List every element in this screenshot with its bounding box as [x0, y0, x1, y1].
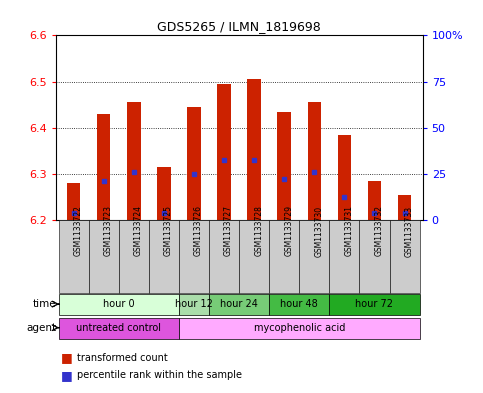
- Text: hour 24: hour 24: [220, 299, 258, 309]
- Bar: [157, 167, 170, 220]
- Text: GSM1133724: GSM1133724: [134, 206, 143, 257]
- Text: ■: ■: [60, 351, 72, 364]
- Text: mycophenolic acid: mycophenolic acid: [254, 323, 345, 333]
- Text: untreated control: untreated control: [76, 323, 161, 333]
- FancyBboxPatch shape: [389, 220, 420, 293]
- Bar: [338, 135, 351, 220]
- Text: GSM1133726: GSM1133726: [194, 206, 203, 257]
- Bar: [187, 107, 201, 220]
- Text: transformed count: transformed count: [77, 353, 168, 363]
- FancyBboxPatch shape: [89, 220, 119, 293]
- FancyBboxPatch shape: [58, 220, 89, 293]
- Text: hour 0: hour 0: [103, 299, 135, 309]
- Bar: [97, 114, 111, 220]
- FancyBboxPatch shape: [329, 220, 359, 293]
- Text: time: time: [32, 299, 56, 309]
- Bar: [217, 84, 231, 220]
- FancyBboxPatch shape: [359, 220, 389, 293]
- Bar: [368, 181, 381, 220]
- Text: hour 12: hour 12: [175, 299, 213, 309]
- Text: hour 72: hour 72: [355, 299, 394, 309]
- FancyBboxPatch shape: [269, 294, 329, 315]
- FancyBboxPatch shape: [209, 220, 239, 293]
- Title: GDS5265 / ILMN_1819698: GDS5265 / ILMN_1819698: [157, 20, 321, 33]
- FancyBboxPatch shape: [149, 220, 179, 293]
- Text: ■: ■: [60, 369, 72, 382]
- FancyBboxPatch shape: [329, 294, 420, 315]
- Text: GSM1133727: GSM1133727: [224, 206, 233, 257]
- FancyBboxPatch shape: [299, 220, 329, 293]
- Text: agent: agent: [26, 323, 56, 333]
- Bar: [247, 79, 261, 220]
- FancyBboxPatch shape: [58, 318, 179, 339]
- FancyBboxPatch shape: [239, 220, 269, 293]
- FancyBboxPatch shape: [119, 220, 149, 293]
- Text: GSM1133730: GSM1133730: [314, 206, 323, 257]
- Text: GSM1133731: GSM1133731: [344, 206, 354, 257]
- Bar: [398, 195, 412, 220]
- FancyBboxPatch shape: [58, 294, 179, 315]
- FancyBboxPatch shape: [269, 220, 299, 293]
- Text: GSM1133733: GSM1133733: [405, 206, 413, 257]
- Bar: [277, 112, 291, 220]
- FancyBboxPatch shape: [209, 294, 269, 315]
- Bar: [67, 183, 80, 220]
- FancyBboxPatch shape: [179, 220, 209, 293]
- FancyBboxPatch shape: [179, 294, 209, 315]
- Text: percentile rank within the sample: percentile rank within the sample: [77, 370, 242, 380]
- Bar: [127, 102, 141, 220]
- Bar: [308, 102, 321, 220]
- FancyBboxPatch shape: [179, 318, 420, 339]
- Text: GSM1133722: GSM1133722: [73, 206, 83, 256]
- Text: GSM1133729: GSM1133729: [284, 206, 293, 257]
- Text: GSM1133723: GSM1133723: [104, 206, 113, 257]
- Text: GSM1133732: GSM1133732: [374, 206, 384, 257]
- Text: GSM1133728: GSM1133728: [254, 206, 263, 256]
- Text: GSM1133725: GSM1133725: [164, 206, 173, 257]
- Text: hour 48: hour 48: [281, 299, 318, 309]
